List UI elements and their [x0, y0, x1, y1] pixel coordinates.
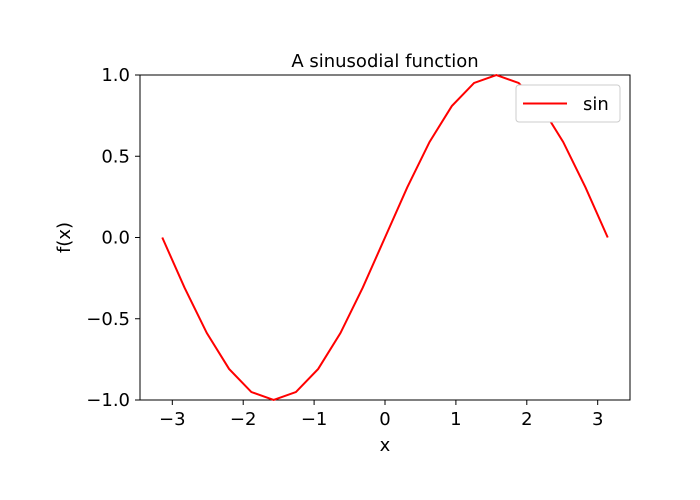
x-tick-label: 1	[450, 409, 461, 430]
y-axis-ticks: −1.0 −0.5 0.0 0.5 1.0	[86, 65, 140, 411]
x-tick-label: −1	[301, 409, 328, 430]
x-tick-label: 3	[592, 409, 603, 430]
legend-entry-sin: sin	[583, 94, 609, 115]
x-axis-ticks: −3 −2 −1 0 1 2 3	[159, 400, 603, 430]
x-tick-label: 0	[379, 409, 390, 430]
y-tick-label: −0.5	[86, 309, 130, 330]
x-tick-label: −3	[159, 409, 186, 430]
x-tick-label: 2	[521, 409, 532, 430]
x-axis-label: x	[380, 435, 391, 456]
legend: sin	[515, 84, 621, 123]
legend-box	[515, 84, 621, 123]
y-tick-label: 1.0	[101, 65, 130, 86]
y-axis-label: f(x)	[54, 222, 75, 253]
y-tick-label: 0.5	[101, 146, 130, 167]
x-tick-label: −2	[230, 409, 257, 430]
y-tick-label: −1.0	[86, 390, 130, 411]
chart-title: A sinusodial function	[291, 51, 478, 72]
y-tick-label: 0.0	[101, 228, 130, 249]
